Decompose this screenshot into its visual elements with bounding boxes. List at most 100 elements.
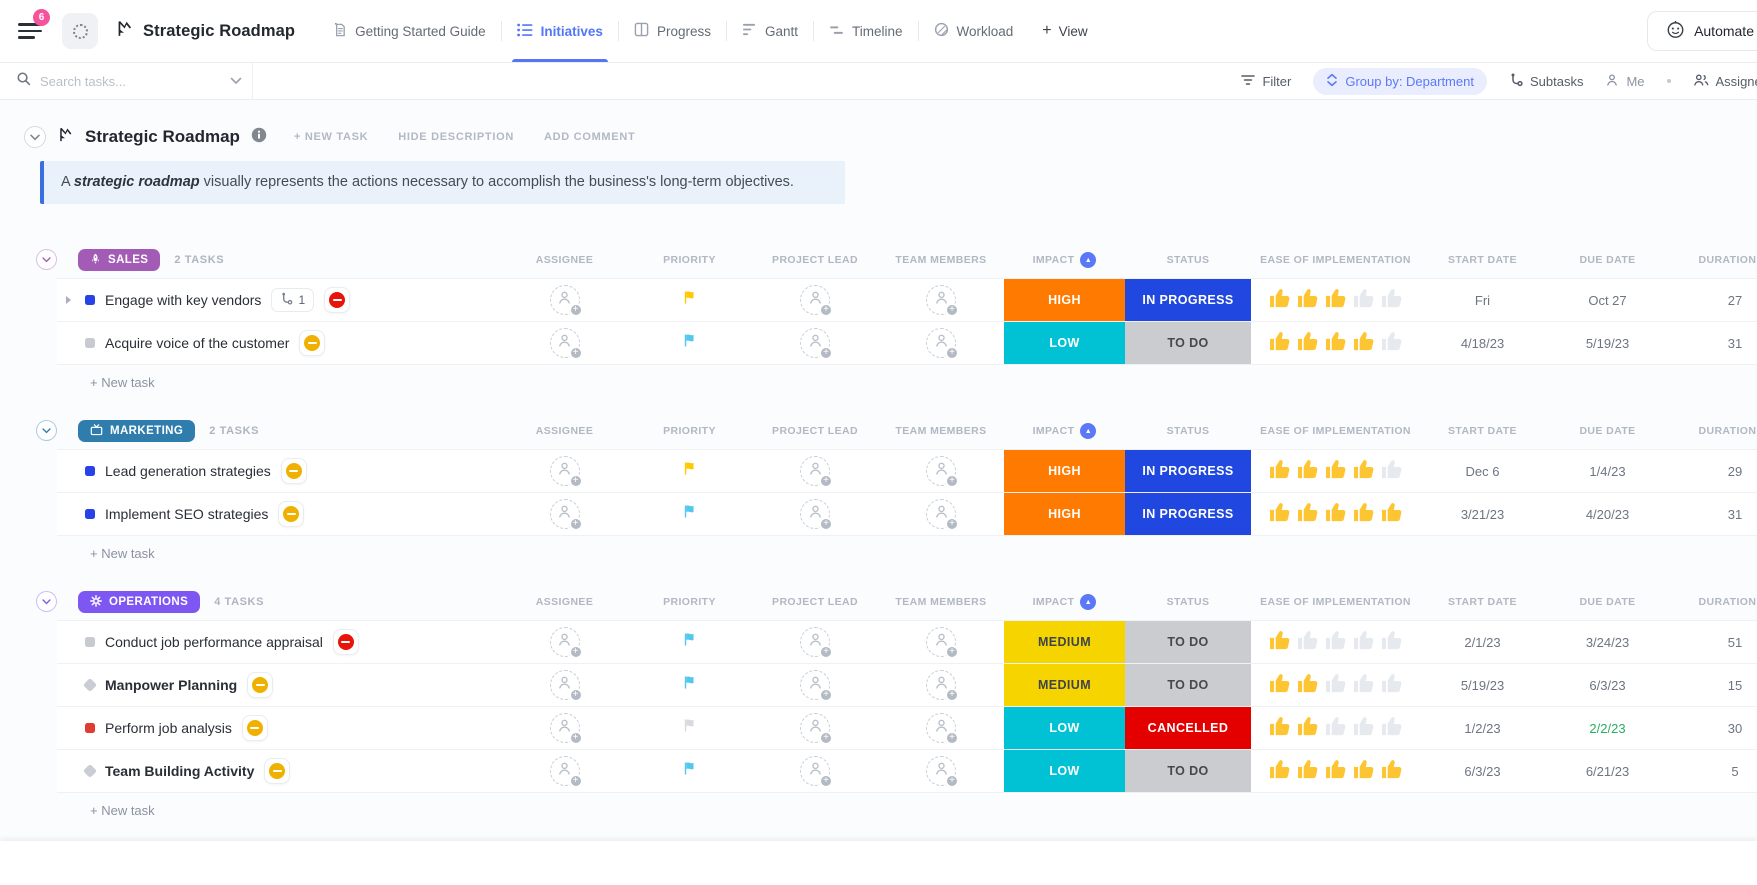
thumbs-up-icon[interactable] <box>1323 756 1349 787</box>
due-date[interactable]: 3/24/23 <box>1545 635 1670 650</box>
column-header-impact[interactable]: IMPACT▲ <box>1004 423 1125 439</box>
tab-workload[interactable]: Workload <box>919 0 1029 62</box>
column-header-start-date[interactable]: START DATE <box>1420 254 1545 266</box>
thumbs-up-icon[interactable] <box>1379 627 1405 658</box>
impact-value[interactable]: LOW <box>1004 707 1125 749</box>
project-lead-add-avatar[interactable]: + <box>800 456 830 486</box>
group-collapse-chevron[interactable] <box>36 249 57 270</box>
tab-gantt[interactable]: Gantt <box>727 0 813 62</box>
team-members-add-avatar[interactable]: + <box>926 713 956 743</box>
ease-of-implementation-cell[interactable] <box>1251 322 1420 364</box>
priority-flag-icon[interactable] <box>682 333 697 353</box>
sort-ascending-badge[interactable]: ▲ <box>1080 252 1096 268</box>
task-name[interactable]: Implement SEO strategies <box>105 506 268 522</box>
impact-value[interactable]: MEDIUM <box>1004 621 1125 663</box>
thumbs-up-icon[interactable] <box>1351 456 1377 487</box>
project-lead-add-avatar[interactable]: + <box>800 328 830 358</box>
task-status-shape-icon[interactable] <box>85 338 95 348</box>
thumbs-up-icon[interactable] <box>1351 756 1377 787</box>
yellow-minus-badge[interactable] <box>242 715 268 741</box>
task-name[interactable]: Manpower Planning <box>105 677 237 693</box>
task-row[interactable]: Manpower Planning+++MEDIUMTO DO5/19/236/… <box>57 664 1757 707</box>
status-value[interactable]: TO DO <box>1125 750 1251 792</box>
task-name[interactable]: Lead generation strategies <box>105 463 271 479</box>
yellow-minus-badge[interactable] <box>247 672 273 698</box>
start-date[interactable]: 2/1/23 <box>1420 635 1545 650</box>
thumbs-up-icon[interactable] <box>1323 713 1349 744</box>
task-status-shape-icon[interactable] <box>85 637 95 647</box>
tab-timeline[interactable]: Timeline <box>814 0 918 62</box>
thumbs-up-icon[interactable] <box>1295 713 1321 744</box>
status-value[interactable]: IN PROGRESS <box>1125 493 1251 535</box>
team-members-add-avatar[interactable]: + <box>926 756 956 786</box>
assignee-add-avatar[interactable]: + <box>550 756 580 786</box>
thumbs-up-icon[interactable] <box>1267 670 1293 701</box>
group-collapse-chevron[interactable] <box>36 420 57 441</box>
task-name[interactable]: Engage with key vendors <box>105 292 261 308</box>
task-row[interactable]: Engage with key vendors1+++HIGHIN PROGRE… <box>57 279 1757 322</box>
column-header-ease-of-implementation[interactable]: EASE OF IMPLEMENTATION <box>1251 425 1420 437</box>
search-box[interactable] <box>0 63 253 99</box>
priority-flag-icon[interactable] <box>682 632 697 652</box>
priority-cell[interactable] <box>627 322 752 364</box>
due-date[interactable]: 4/20/23 <box>1545 507 1670 522</box>
team-members-add-avatar[interactable]: + <box>926 670 956 700</box>
task-name[interactable]: Perform job analysis <box>105 720 232 736</box>
thumbs-up-icon[interactable] <box>1351 328 1377 359</box>
duration-value[interactable]: 27 <box>1670 293 1757 308</box>
start-date[interactable]: 1/2/23 <box>1420 721 1545 736</box>
task-status-shape-icon[interactable] <box>85 295 95 305</box>
task-status-shape-icon[interactable] <box>85 509 95 519</box>
new-task-button[interactable]: + New task <box>57 793 1757 827</box>
expand-caret-icon[interactable] <box>66 296 71 304</box>
due-date[interactable]: 5/19/23 <box>1545 336 1670 351</box>
task-row[interactable]: Lead generation strategies+++HIGHIN PROG… <box>57 450 1757 493</box>
start-date[interactable]: 4/18/23 <box>1420 336 1545 351</box>
info-icon[interactable] <box>251 127 267 148</box>
column-header-status[interactable]: STATUS <box>1125 425 1251 437</box>
tab-progress[interactable]: Progress <box>619 0 726 62</box>
new-task-button[interactable]: + New task <box>57 536 1757 570</box>
thumbs-up-icon[interactable] <box>1295 756 1321 787</box>
assignee-add-avatar[interactable]: + <box>550 499 580 529</box>
new-task-button[interactable]: + New task <box>57 365 1757 399</box>
due-date[interactable]: 1/4/23 <box>1545 464 1670 479</box>
add-comment-action[interactable]: ADD COMMENT <box>544 131 635 143</box>
column-header-assignee[interactable]: ASSIGNEE <box>502 425 627 437</box>
column-header-impact[interactable]: IMPACT▲ <box>1004 594 1125 610</box>
red-minus-badge[interactable] <box>324 287 350 313</box>
due-date[interactable]: 6/3/23 <box>1545 678 1670 693</box>
task-status-shape-icon[interactable] <box>85 466 95 476</box>
yellow-minus-badge[interactable] <box>264 758 290 784</box>
subtasks-button[interactable]: Subtasks <box>1509 73 1583 90</box>
search-chevron-down-icon[interactable] <box>230 72 242 90</box>
column-header-project-lead[interactable]: PROJECT LEAD <box>752 425 878 437</box>
column-header-priority[interactable]: PRIORITY <box>627 425 752 437</box>
column-header-status[interactable]: STATUS <box>1125 596 1251 608</box>
subtask-count-badge[interactable]: 1 <box>271 288 314 312</box>
task-row[interactable]: Conduct job performance appraisal+++MEDI… <box>57 621 1757 664</box>
thumbs-up-icon[interactable] <box>1323 456 1349 487</box>
sort-ascending-badge[interactable]: ▲ <box>1080 423 1096 439</box>
thumbs-up-icon[interactable] <box>1351 627 1377 658</box>
status-value[interactable]: IN PROGRESS <box>1125 450 1251 492</box>
thumbs-up-icon[interactable] <box>1267 756 1293 787</box>
priority-cell[interactable] <box>627 279 752 321</box>
thumbs-up-icon[interactable] <box>1351 713 1377 744</box>
project-lead-add-avatar[interactable]: + <box>800 756 830 786</box>
impact-value[interactable]: LOW <box>1004 322 1125 364</box>
tab-initiatives[interactable]: Initiatives <box>502 0 618 62</box>
new-task-action[interactable]: + NEW TASK <box>294 131 368 143</box>
notification-badge[interactable]: 6 <box>33 9 50 26</box>
project-lead-add-avatar[interactable]: + <box>800 670 830 700</box>
status-value[interactable]: TO DO <box>1125 322 1251 364</box>
impact-value[interactable]: HIGH <box>1004 493 1125 535</box>
assignee-add-avatar[interactable]: + <box>550 285 580 315</box>
column-header-assignee[interactable]: ASSIGNEE <box>502 254 627 266</box>
impact-value[interactable]: MEDIUM <box>1004 664 1125 706</box>
column-header-start-date[interactable]: START DATE <box>1420 425 1545 437</box>
impact-value[interactable]: LOW <box>1004 750 1125 792</box>
yellow-minus-badge[interactable] <box>299 330 325 356</box>
thumbs-up-icon[interactable] <box>1295 670 1321 701</box>
group-pill-operations[interactable]: OPERATIONS <box>78 591 200 613</box>
